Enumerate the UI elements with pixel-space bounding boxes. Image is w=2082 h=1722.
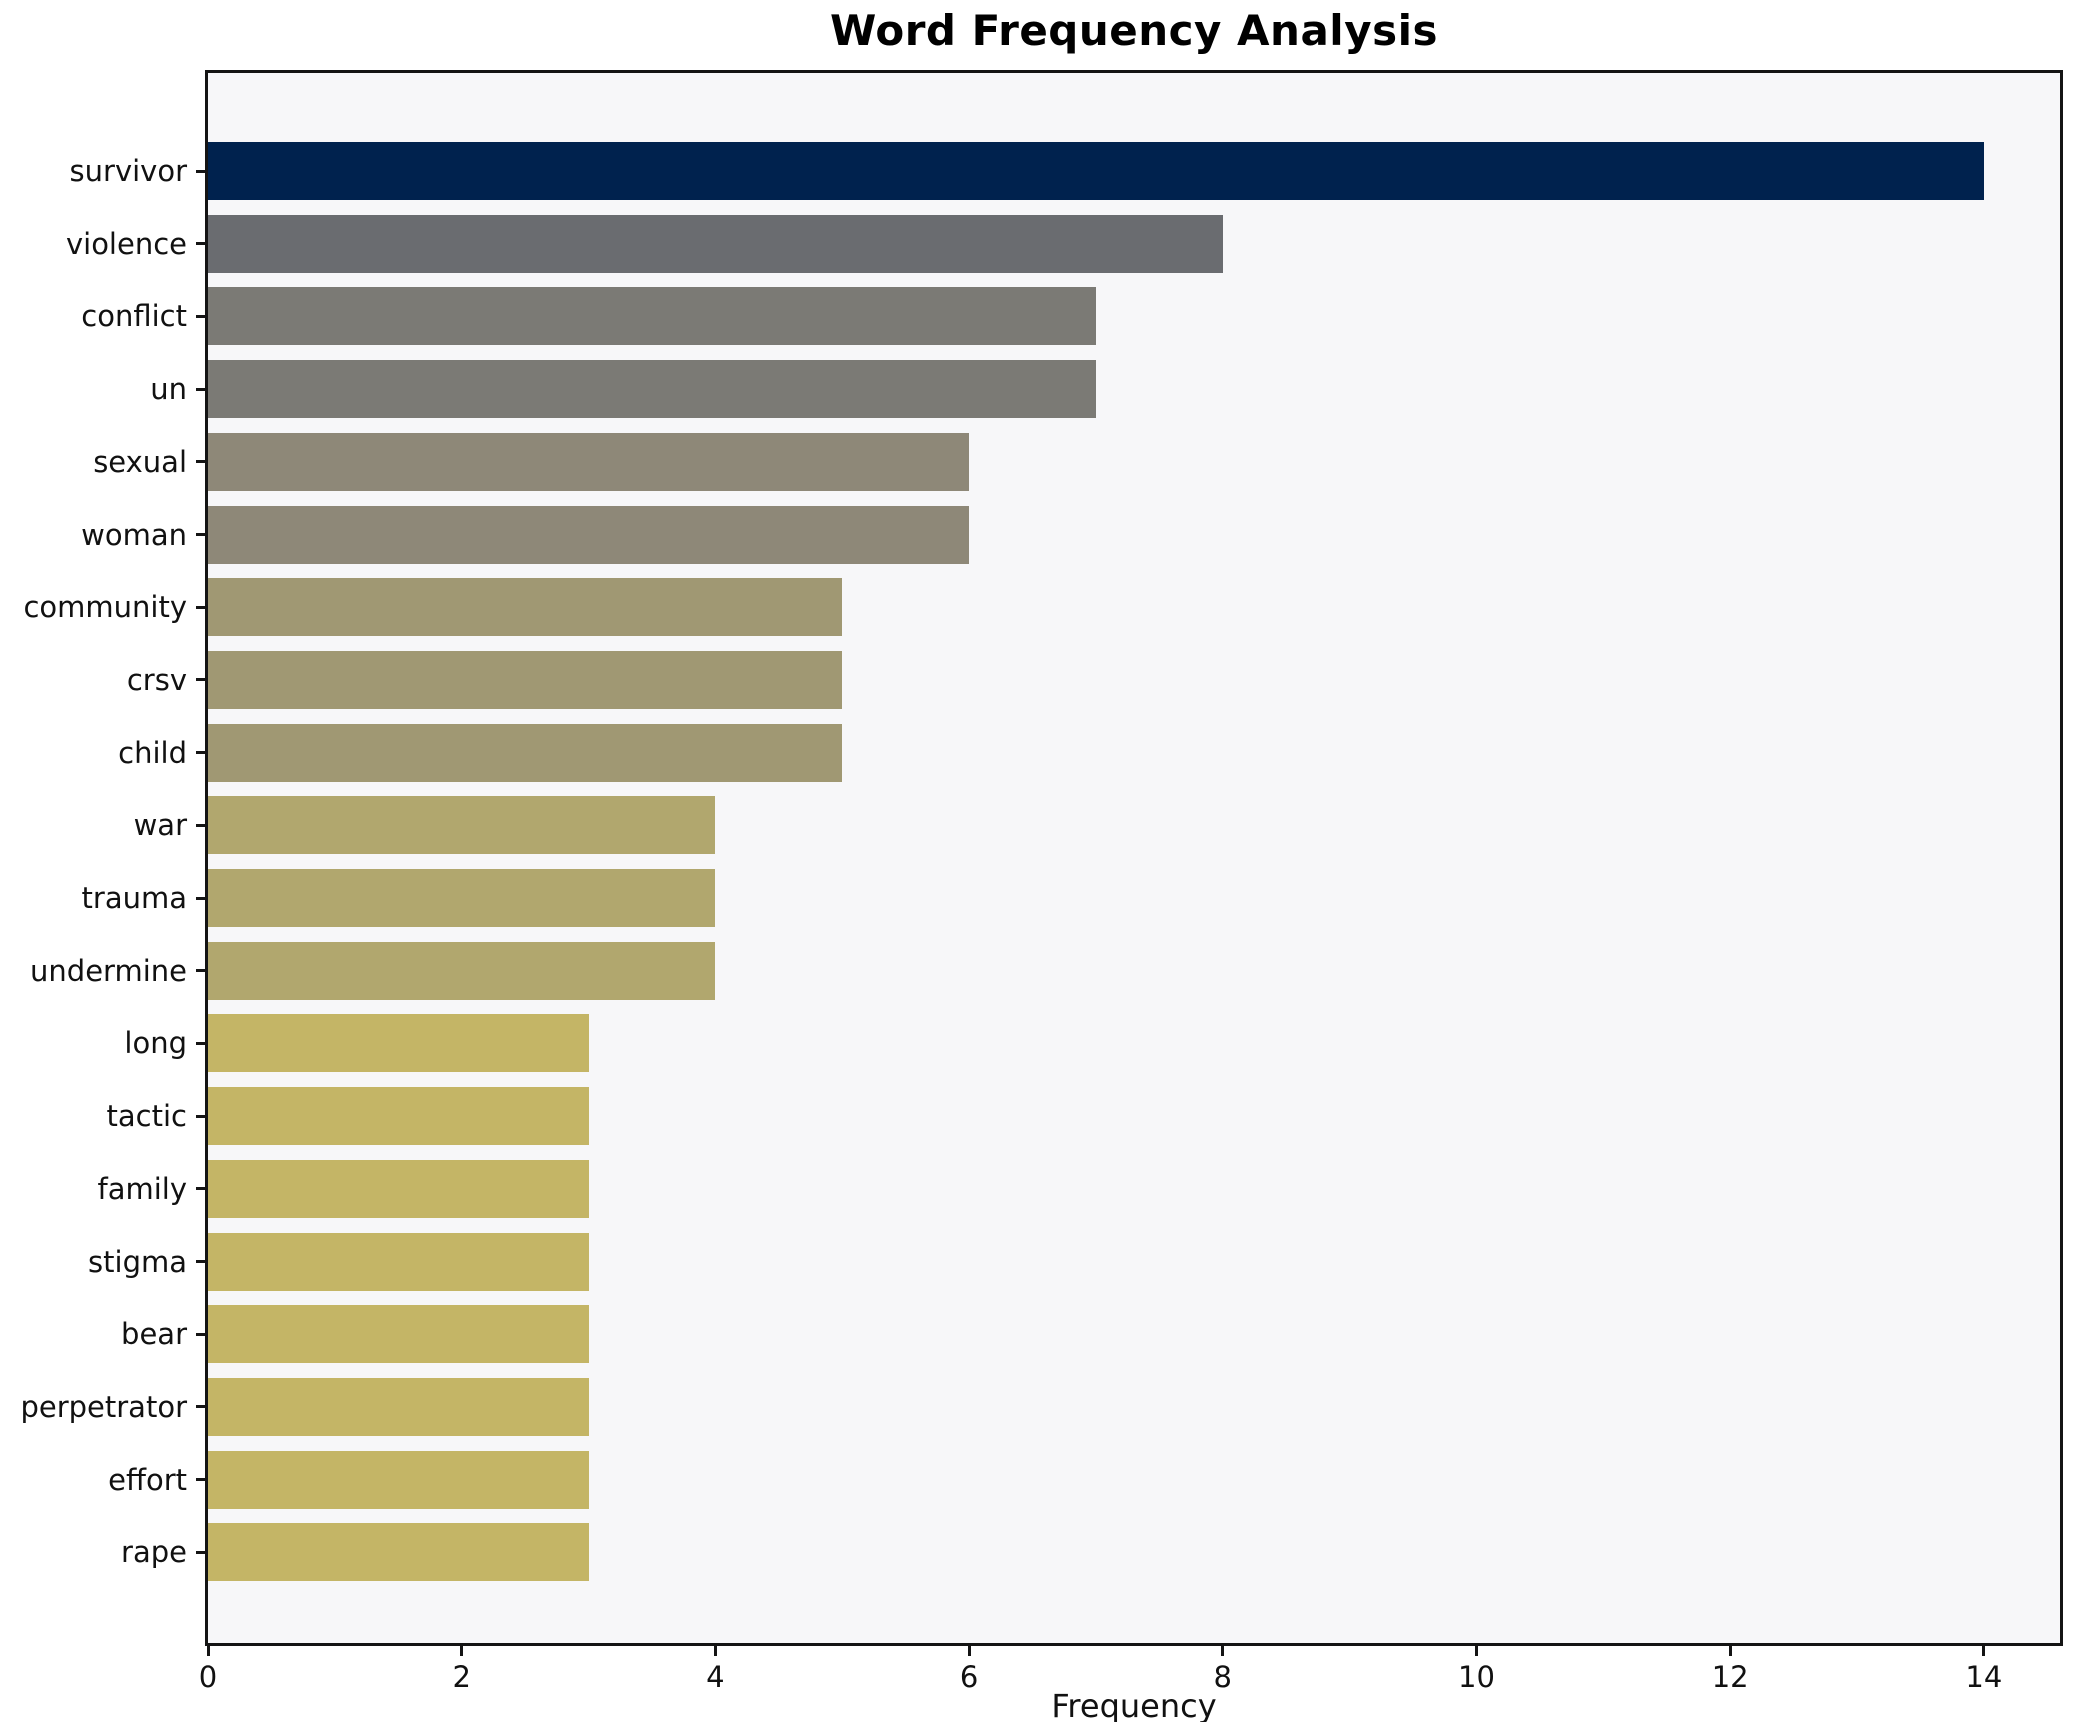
x-tick-label-2: 2 xyxy=(452,1660,471,1694)
y-tick-mark xyxy=(196,605,205,609)
y-tick-label-perpetrator: perpetrator xyxy=(20,1389,187,1424)
x-tick-mark xyxy=(1728,1646,1732,1656)
y-tick-label-undermine: undermine xyxy=(30,953,187,988)
bar-crsv xyxy=(208,650,843,709)
x-tick-mark xyxy=(1982,1646,1986,1656)
bar-conflict xyxy=(208,287,1096,346)
y-tick-mark xyxy=(196,823,205,827)
y-tick-mark xyxy=(196,1478,205,1482)
y-tick-mark xyxy=(196,533,205,536)
x-tick-label-14: 14 xyxy=(1965,1660,2003,1694)
bar-bear xyxy=(208,1305,589,1364)
bar-war xyxy=(208,796,716,855)
y-tick-label-survivor: survivor xyxy=(69,154,187,188)
y-tick-mark xyxy=(196,1114,205,1118)
y-tick-mark xyxy=(196,751,205,755)
x-tick-mark xyxy=(967,1646,971,1656)
y-tick-label-family: family xyxy=(97,1171,187,1206)
y-tick-mark xyxy=(196,1550,205,1554)
y-tick-label-conflict: conflict xyxy=(81,299,187,334)
y-tick-label-rape: rape xyxy=(121,1535,187,1570)
plot-area xyxy=(205,70,2063,1646)
bar-stigma xyxy=(208,1232,589,1291)
bar-family xyxy=(208,1159,589,1218)
bar-long xyxy=(208,1014,589,1073)
y-tick-label-woman: woman xyxy=(81,517,187,552)
y-tick-label-child: child xyxy=(118,735,187,770)
y-tick-mark xyxy=(196,169,205,173)
y-tick-label-long: long xyxy=(124,1026,187,1061)
y-tick-label-war: war xyxy=(133,808,187,843)
bar-un xyxy=(208,360,1096,419)
y-tick-mark xyxy=(196,242,205,246)
y-tick-mark xyxy=(196,460,205,464)
y-tick-label-tactic: tactic xyxy=(106,1099,187,1134)
y-tick-label-violence: violence xyxy=(65,226,187,261)
y-tick-mark xyxy=(196,387,205,391)
y-tick-mark xyxy=(196,1332,205,1336)
bar-woman xyxy=(208,505,970,564)
x-tick-label-0: 0 xyxy=(198,1660,218,1694)
y-tick-label-sexual: sexual xyxy=(93,444,187,479)
bar-rape xyxy=(208,1523,589,1582)
x-tick-mark xyxy=(206,1646,210,1656)
y-tick-label-trauma: trauma xyxy=(81,881,187,915)
y-tick-label-stigma: stigma xyxy=(88,1244,187,1279)
bar-effort xyxy=(208,1450,589,1509)
chart-title: Word Frequency Analysis xyxy=(830,6,1438,55)
bar-undermine xyxy=(208,941,716,1000)
y-tick-mark xyxy=(196,1405,205,1409)
bar-perpetrator xyxy=(208,1377,589,1436)
x-tick-mark xyxy=(713,1646,717,1656)
y-tick-mark xyxy=(196,1260,205,1263)
x-tick-mark xyxy=(1474,1646,1478,1656)
y-tick-mark xyxy=(196,896,205,900)
bar-survivor xyxy=(208,142,1984,200)
y-tick-mark xyxy=(196,1041,205,1045)
y-tick-mark xyxy=(196,1187,205,1191)
x-tick-mark xyxy=(1221,1646,1225,1656)
x-tick-label-6: 6 xyxy=(959,1660,979,1694)
y-tick-label-community: community xyxy=(23,590,187,625)
y-tick-mark xyxy=(196,314,205,318)
y-tick-mark xyxy=(196,969,205,973)
x-tick-mark xyxy=(460,1646,464,1656)
x-tick-label-8: 8 xyxy=(1213,1660,1232,1694)
y-tick-label-crsv: crsv xyxy=(126,662,187,697)
bar-community xyxy=(208,578,843,637)
x-axis-label: Frequency xyxy=(1051,1687,1217,1722)
bar-violence xyxy=(208,214,1223,273)
y-tick-label-un: un xyxy=(150,372,187,407)
x-tick-label-12: 12 xyxy=(1711,1660,1749,1694)
bar-tactic xyxy=(208,1087,589,1146)
bar-trauma xyxy=(208,869,716,927)
y-tick-mark xyxy=(196,678,205,682)
y-tick-label-effort: effort xyxy=(108,1462,187,1497)
bar-sexual xyxy=(208,432,970,491)
x-tick-label-4: 4 xyxy=(706,1660,725,1694)
x-tick-label-10: 10 xyxy=(1458,1660,1495,1694)
y-tick-label-bear: bear xyxy=(121,1317,187,1352)
bar-child xyxy=(208,723,843,782)
